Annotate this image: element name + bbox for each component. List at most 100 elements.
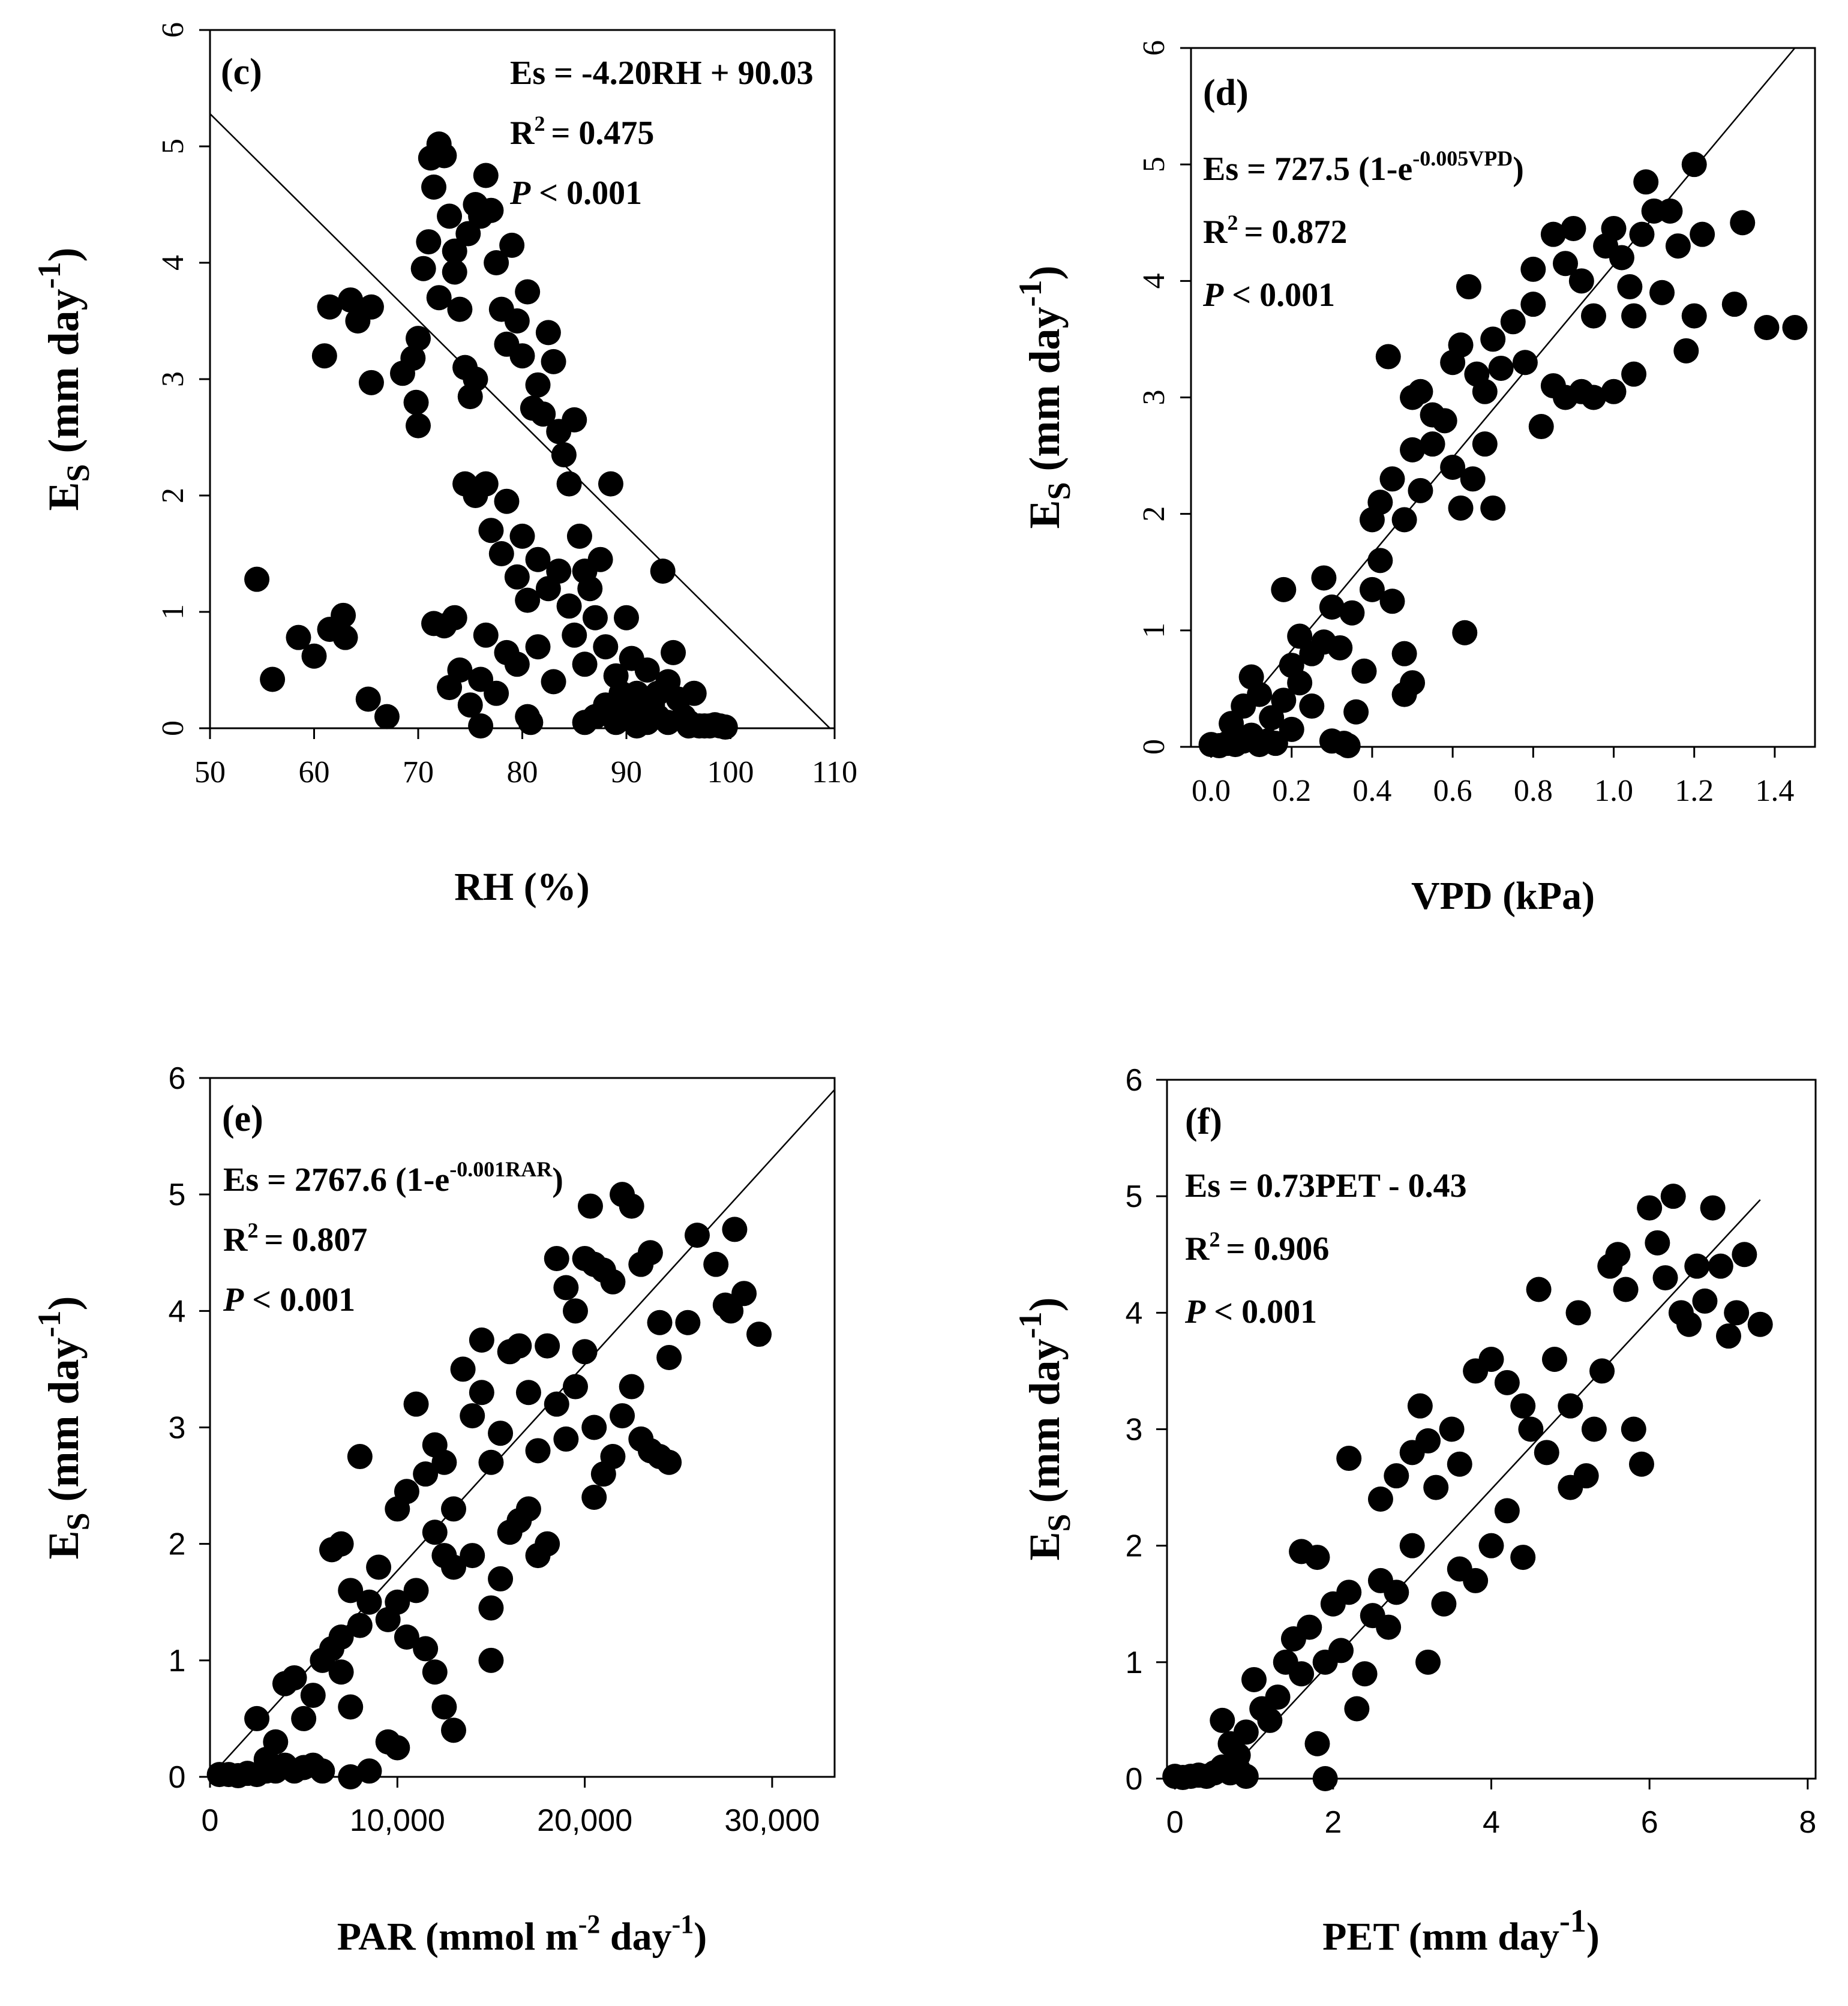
panel-e-point-14 [263,1729,289,1755]
panel-d-point-60 [1488,355,1514,381]
panel-d-ylabel: ES (mm day-1) [1012,265,1077,528]
panel-d-point-14 [1271,687,1297,713]
panel-e-point-83 [656,1345,682,1370]
panel-c-point-10 [317,294,343,320]
panel-f-point-44 [1478,1347,1504,1372]
panel-c-point-124 [676,713,702,739]
panel-c-label: (c) [221,52,262,92]
panel-c-point-33 [463,367,488,392]
panel-c-xtick-label-5: 100 [707,755,754,789]
panel-d-point-21 [1287,623,1313,649]
panel-f-xlabel-sup: -1 [1559,1903,1586,1939]
panel-f-r2: R2 = 0.906 [1185,1227,1329,1268]
panel-d-point-93 [1601,379,1627,404]
panel-e-point-106 [356,1758,382,1784]
panel-f-point-22 [1304,1731,1330,1756]
panel-e-point-30 [403,1578,429,1603]
panel-f-point-17 [1265,1684,1291,1710]
panel-c-ytick-label-1: 1 [156,604,190,620]
panel-c-point-44 [509,343,535,369]
panel-c-point-49 [535,320,561,346]
panel-f-r2-value: = 0.906 [1226,1230,1329,1268]
panel-e-point-41 [403,1391,429,1417]
panel-f-ylabel: ES (mm day-1) [1012,1297,1077,1560]
panel-c-xtick-label-4: 90 [611,755,642,789]
panel-c-point-122 [645,680,671,706]
panel-e-point-79 [619,1193,644,1219]
panel-f-y-ticks: 0 1 2 3 4 5 6 [1126,1063,1167,1797]
panel-f-point-52 [1581,1416,1607,1442]
panel-c-point-50 [541,349,566,374]
panel-e-ytick-label-2: 2 [169,1527,186,1562]
panel-c-point-104 [661,639,686,665]
panel-c-point-37 [473,163,499,188]
panel-c-point-99 [634,657,660,683]
panel-d-xtick-label-0: 0.0 [1192,774,1231,808]
panel-f-point-34 [1336,1446,1362,1472]
panel-e-xlabel-sup2: -1 [672,1909,694,1939]
panel-c-point-123 [655,710,681,735]
panel-e-point-18 [300,1683,326,1708]
panel-d-point-41 [1400,437,1426,463]
panel-d-p-value: < 0.001 [1232,277,1335,314]
panel-d-point-36 [1343,699,1369,725]
panel-c-equation-text: Es = -4.20RH + 90.03 [510,55,814,92]
panel-f-ytick-label-4: 4 [1126,1296,1143,1331]
panel-e-point-25 [356,1589,382,1615]
panel-e-point-60 [572,1339,598,1365]
panel-f-p: P < 0.001 [1184,1293,1317,1331]
panel-f-point-57 [1621,1416,1646,1442]
panel-e-point-90 [746,1322,772,1347]
panel-c-point-121 [634,710,660,735]
panel-d-point-95 [1568,379,1594,404]
panel-f-ylabel-end: ) [1021,1297,1069,1311]
panel-f-point-45 [1494,1370,1520,1395]
panel-e-point-86 [703,1251,729,1277]
panel-c-point-26 [437,203,463,229]
panel-f-point-29 [1344,1696,1370,1722]
panel-d-point-83 [1665,233,1691,259]
panel-e-point-53 [506,1333,532,1359]
panel-e-point-32 [422,1659,448,1685]
panel-e-point-26 [366,1554,392,1580]
panel-f: 0 2 4 6 8 0 1 2 3 4 5 6 (f) Es = 0.73PET - 0.43 R2… [1012,1063,1817,1959]
panel-f-ylabel-base: E [1021,1531,1069,1560]
panel-c-point-65 [515,587,541,613]
panel-c-point-38 [478,197,504,223]
panel-f-point-48 [1541,1347,1567,1372]
panel-e-point-50 [488,1421,514,1446]
panel-e-point-100 [515,1496,541,1522]
panel-d-point-70 [1561,215,1586,241]
panel-f-equation-text: Es = 0.73PET - 0.43 [1185,1167,1467,1205]
panel-f-fit-line [1222,1199,1761,1779]
panel-c-point-30 [447,296,473,322]
panel-d-xtick-label-4: 0.8 [1514,774,1553,808]
panel-d-point-88 [1721,292,1747,317]
panel-e-xlabel-base: PAR (mmol m [337,1915,578,1959]
panel-d-point-76 [1617,274,1643,300]
panel-d-point-52 [1408,379,1433,404]
panel-f-point-39 [1415,1428,1441,1454]
panel-f-xtick-label-4: 8 [1799,1805,1816,1840]
panel-d-point-75 [1609,245,1634,271]
panel-d-point-24 [1339,600,1365,626]
panel-c-point-27 [442,238,467,264]
panel-f-point-76 [1463,1567,1489,1593]
panel-d-point-58 [1472,379,1498,404]
panel-c-point-91 [593,634,619,660]
panel-d: 0.0 0.2 0.4 0.6 0.8 1.0 1.2 1.4 0 1 2 3 4 5 6 (d) Es … [1012,40,1816,918]
panel-c-point-28 [426,285,452,311]
panel-c-point-25 [431,143,457,169]
panel-d-point-59 [1480,326,1506,352]
panel-e-point-47 [460,1403,485,1429]
panel-f-point-78 [1494,1498,1520,1524]
panel-e-r2-value: = 0.807 [264,1221,367,1259]
panel-d-point-46 [1448,495,1474,521]
panel-f-point-67 [1700,1195,1726,1221]
panel-c-r2: R2 = 0.475 [510,112,654,152]
panel-f-xtick-label-2: 4 [1483,1805,1500,1840]
panel-c-x-ticks: 50 60 70 80 90 100 110 [194,728,857,789]
panel-e-point-94 [440,1554,466,1580]
panel-f-point-84 [1558,1475,1583,1500]
panel-e-point-96 [478,1595,504,1621]
